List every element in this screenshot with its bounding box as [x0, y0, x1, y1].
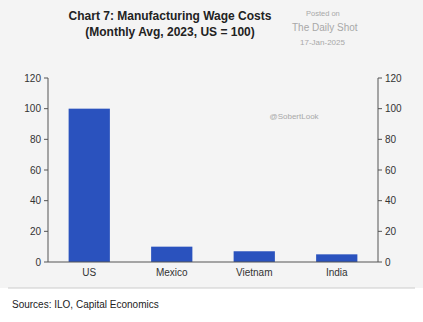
x-tick-label: Mexico	[156, 267, 188, 278]
y-tick-label: 20	[30, 226, 42, 237]
y2-tick-label: 40	[385, 195, 397, 206]
y-tick	[44, 139, 48, 140]
bars	[69, 109, 358, 262]
y-tick	[44, 170, 48, 171]
y-tick	[44, 231, 48, 232]
y-tick-label: 0	[35, 257, 41, 268]
bar	[234, 251, 275, 262]
annotation: Posted on	[306, 9, 340, 18]
y2-tick-label: 20	[385, 226, 397, 237]
y2-tick	[378, 200, 382, 201]
y-tick	[44, 108, 48, 109]
y2-tick-label: 60	[385, 165, 397, 176]
y2-tick-label: 120	[385, 73, 402, 84]
y2-tick	[378, 231, 382, 232]
annotation: The Daily Shot	[292, 22, 358, 33]
y2-tick	[378, 108, 382, 109]
y2-tick	[378, 139, 382, 140]
y-tick-label: 40	[30, 195, 42, 206]
footer	[0, 288, 423, 322]
source: Sources: ILO, Capital Economics	[12, 299, 159, 310]
y2-tick	[378, 170, 382, 171]
y-tick	[44, 78, 48, 79]
x-tick-label: India	[326, 267, 348, 278]
title: Chart 7: Manufacturing Wage Costs	[69, 9, 272, 23]
y-tick-label: 80	[30, 134, 42, 145]
y-tick	[44, 262, 48, 263]
y2-tick-label: 80	[385, 134, 397, 145]
annotation: @SobertLook	[270, 112, 320, 121]
footer-rule	[8, 288, 415, 289]
y2-axis	[378, 78, 379, 262]
chart: Chart 7: Manufacturing Wage Costs (Monthl…	[0, 0, 423, 322]
x-axis	[48, 262, 378, 263]
bar	[69, 109, 110, 262]
x-tick-label: US	[82, 267, 96, 278]
y-tick-label: 120	[24, 73, 41, 84]
y2-tick-label: 0	[385, 257, 391, 268]
y2-tick-label: 100	[385, 103, 402, 114]
y-tick-label: 100	[24, 103, 41, 114]
background	[0, 0, 423, 322]
y-tick	[44, 200, 48, 201]
y2-tick	[378, 78, 382, 79]
y2-tick	[378, 262, 382, 263]
bar	[151, 247, 192, 262]
x-tick-label: Vietnam	[236, 267, 273, 278]
subtitle: (Monthly Avg, 2023, US = 100)	[85, 25, 255, 39]
annotation: 17-Jan-2025	[300, 38, 345, 47]
y-axis	[48, 78, 49, 262]
bar	[316, 254, 357, 262]
y-tick-label: 60	[30, 165, 42, 176]
